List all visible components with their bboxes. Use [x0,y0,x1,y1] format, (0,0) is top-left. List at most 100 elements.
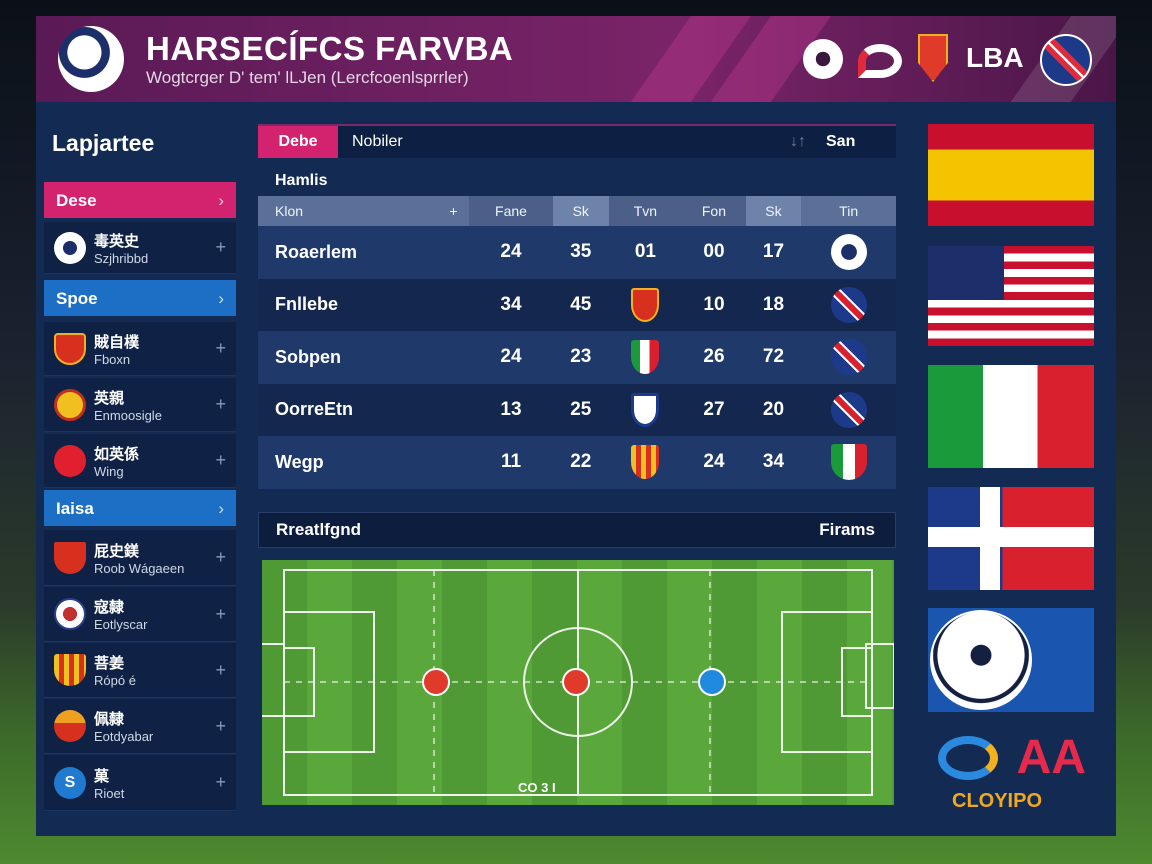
red-circle-crest-icon [54,444,86,477]
team-en: Eotlyscar [94,617,148,632]
uk-flag-icon [830,391,867,428]
team-cn: 寇隸 [94,599,125,616]
soccer-ball-tile[interactable] [928,608,1094,712]
ball-marker[interactable] [562,668,590,696]
soccer-ball-icon [930,610,1032,710]
team-en: Szjhribbd [94,250,149,266]
table-row[interactable]: Sobpen 24 23 26 72 [258,331,896,384]
uk-flag-icon [830,339,867,376]
striped-shield-crest-icon [54,654,86,686]
team-name: Roaerlem [258,226,469,279]
player-marker[interactable] [422,668,450,696]
team-item[interactable]: 佩隸 Eotdyabar + [44,699,236,754]
stat-cell: 45 [552,278,609,331]
add-icon[interactable]: + [215,603,226,624]
team-item[interactable]: 菩姜 Rópó é + [44,643,236,698]
team-item[interactable]: 毒英史 Szjhribbd + [44,222,236,274]
lba-logo[interactable]: LBA [966,42,1024,73]
stat-cell: 35 [552,226,609,279]
ball-logo-icon[interactable] [803,39,843,79]
row-icon-cell[interactable] [801,383,896,436]
crest-cell [608,436,683,489]
team-cn: 佩隸 [94,711,125,728]
col-header[interactable]: Sk [552,196,609,226]
row-icon-cell[interactable] [801,331,896,384]
league-logo-icon [58,26,124,92]
stat-cell: 24 [469,331,553,384]
col-header[interactable]: Tin [801,196,896,226]
flag-spain[interactable] [928,124,1094,226]
col-header[interactable]: Fane [469,196,553,226]
stat-cell: 25 [552,383,609,436]
add-icon[interactable]: + [215,394,226,414]
table-row[interactable]: Roaerlem 24 35 01 00 17 [258,226,896,279]
team-item[interactable]: 英親 Enmoosigle + [44,378,236,432]
team-item[interactable]: 寇隸 Eotlyscar + [44,587,236,642]
stat-cell: 01 [608,226,683,279]
search-filter-tag[interactable]: Debe [258,126,338,158]
uk-flag-icon [830,286,867,323]
row-icon-cell[interactable] [801,226,896,279]
chevron-right-icon: › [218,289,224,308]
stat-cell: 24 [682,436,746,489]
crown-crest-icon [54,388,86,421]
team-item[interactable]: 賊自樸 Fboxn + [44,322,236,376]
flag-cross[interactable] [928,487,1094,590]
ball-crest-icon [54,231,86,264]
add-icon[interactable]: + [215,547,226,567]
red-shield-crest-icon [54,332,86,365]
row-icon-cell[interactable] [801,278,896,331]
group-label: Spoe [56,289,98,308]
stat-cell: 00 [682,226,746,279]
crest-cell [608,331,683,384]
section-link[interactable]: Firams [819,520,875,539]
search-button[interactable]: San [826,133,856,150]
blue-white-shield-icon [631,392,660,427]
add-icon[interactable]: + [215,772,226,792]
col-header[interactable]: Klon [258,196,438,226]
flag-usa[interactable] [928,246,1094,346]
table-row[interactable]: Wegp 11 22 24 34 [258,436,896,489]
table-title: Hamlis [275,172,328,189]
section-title: Rreatlfgnd [276,520,361,539]
add-column-button[interactable]: + [438,196,469,226]
stat-cell: 72 [745,331,802,384]
team-cn: 屁史鎂 [94,542,140,560]
add-icon[interactable]: + [215,450,226,470]
blue-s-crest-icon: S [54,766,86,799]
search-input[interactable]: Nobiler [352,133,403,150]
swoosh-logo-icon[interactable] [858,44,902,78]
sort-icon[interactable]: ↓↑ [790,133,806,150]
team-name: Fnllebe [258,278,469,331]
table-row[interactable]: OorreEtn 13 25 27 20 [258,383,896,436]
group-iaisa[interactable]: Iaisa › [44,490,236,526]
col-header[interactable]: Tvn [608,196,683,226]
stat-cell: 20 [745,383,802,436]
team-cn: 菩姜 [94,655,125,672]
col-header[interactable]: Fon [682,196,746,226]
row-icon-cell[interactable] [801,436,896,489]
union-jack-badge-icon[interactable] [1040,34,1092,86]
team-item[interactable]: 如英係 Wing + [44,434,236,488]
flag-italy[interactable] [928,365,1094,468]
add-icon[interactable]: + [215,237,226,257]
team-item[interactable]: 屁史鎂 Roob Wágaeen + [44,530,236,586]
team-item[interactable]: S 菓 Rioet + [44,755,236,811]
pitch-caption: CO 3 I [518,780,556,795]
chevron-right-icon: › [218,499,224,518]
add-icon[interactable]: + [215,338,226,358]
col-header[interactable]: Sk [745,196,802,226]
table-row[interactable]: Fnllebe 34 45 10 18 [258,278,896,331]
player-marker[interactable] [698,668,726,696]
team-name: Sobpen [258,331,469,384]
team-cn: 毒英史 [94,232,140,250]
group-spoe[interactable]: Spoe › [44,280,236,316]
cross-crest-icon [54,710,86,742]
team-cn: 賊自樸 [94,333,140,351]
group-dese[interactable]: Dese › [44,182,236,218]
team-en: Roob Wágaeen [94,560,185,576]
add-icon[interactable]: + [215,715,226,736]
app-title: HARSECÍFCS FARVBA [146,30,514,67]
add-icon[interactable]: + [215,659,226,680]
team-en: Fboxn [94,351,131,367]
